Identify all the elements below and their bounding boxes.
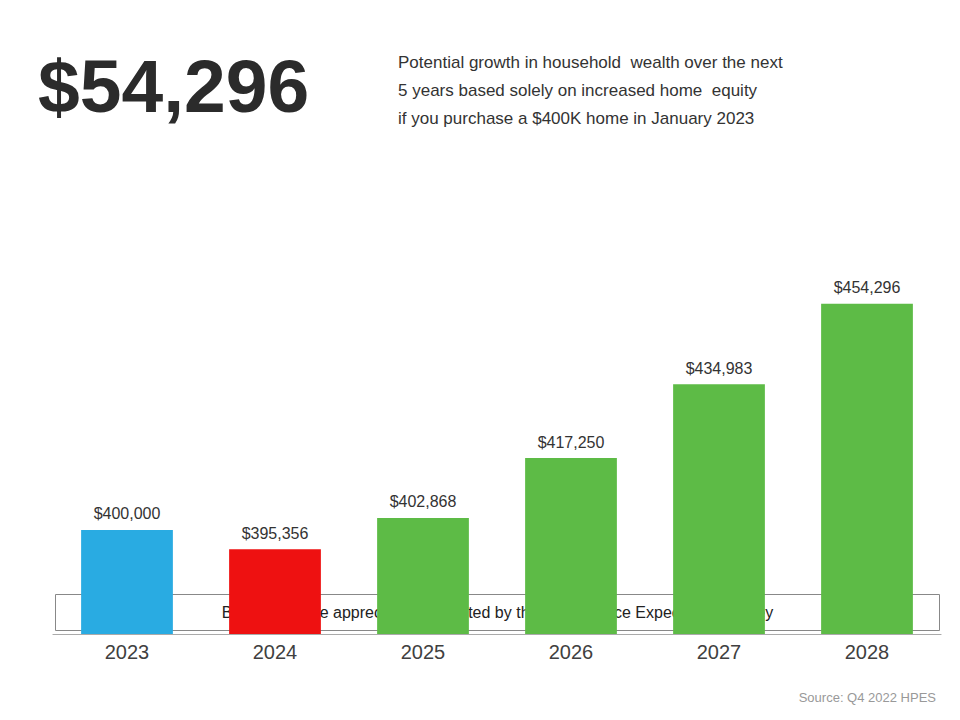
svg-text:2027: 2027 [697,641,742,663]
svg-text:$434,983: $434,983 [686,360,753,377]
svg-text:5 years based solely on increa: 5 years based solely on increased home e… [398,81,758,100]
svg-text:2026: 2026 [549,641,594,663]
svg-text:2025: 2025 [401,641,446,663]
svg-text:Potential growth in household: Potential growth in household wealth ove… [398,53,783,72]
svg-text:2024: 2024 [253,641,298,663]
svg-text:2028: 2028 [845,641,890,663]
svg-text:$54,296: $54,296 [38,44,309,128]
svg-text:2023: 2023 [105,641,150,663]
svg-text:$395,356: $395,356 [242,525,309,542]
svg-text:if you purchase a $400K home i: if you purchase a $400K home in January … [398,109,754,128]
svg-text:$400,000: $400,000 [94,505,161,522]
svg-text:$402,868: $402,868 [390,493,457,510]
svg-text:Source: Q4 2022 HPES: Source: Q4 2022 HPES [799,690,937,705]
svg-text:$454,296: $454,296 [834,279,901,296]
svg-text:$417,250: $417,250 [538,434,605,451]
